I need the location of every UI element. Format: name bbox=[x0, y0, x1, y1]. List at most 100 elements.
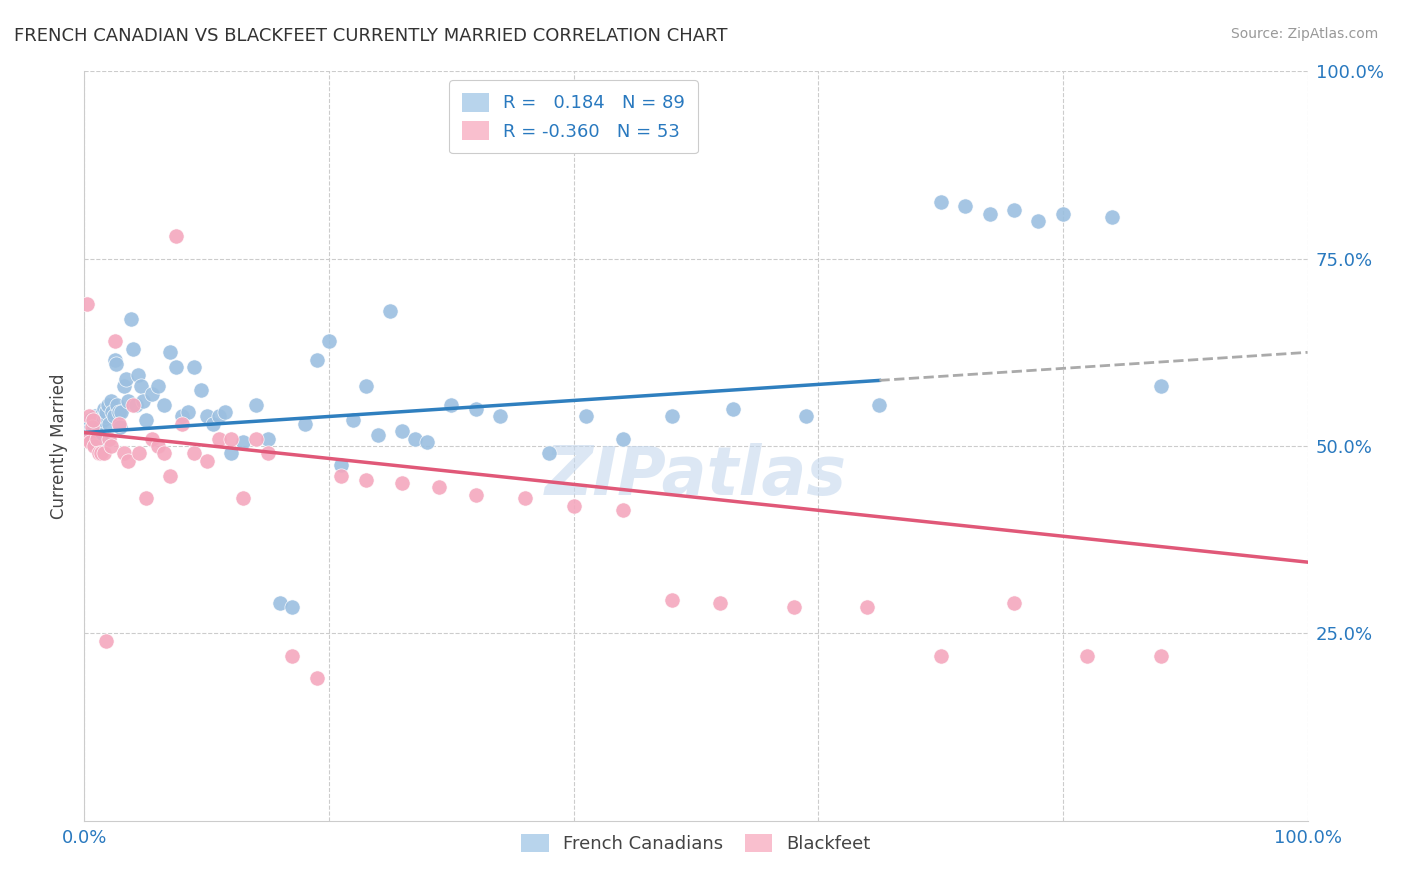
Point bbox=[128, 446, 150, 460]
Point bbox=[612, 432, 634, 446]
Point bbox=[1052, 207, 1074, 221]
Point bbox=[86, 432, 108, 446]
Point bbox=[105, 398, 128, 412]
Point bbox=[183, 446, 205, 460]
Point bbox=[86, 427, 108, 442]
Point bbox=[146, 379, 169, 393]
Point bbox=[404, 432, 426, 446]
Point bbox=[190, 383, 212, 397]
Point bbox=[208, 409, 231, 423]
Point bbox=[97, 398, 120, 412]
Point bbox=[513, 491, 536, 506]
Point bbox=[391, 424, 413, 438]
Point bbox=[391, 476, 413, 491]
Point bbox=[367, 427, 389, 442]
Point bbox=[110, 405, 132, 419]
Point bbox=[117, 394, 139, 409]
Point bbox=[1002, 596, 1025, 610]
Point bbox=[721, 401, 744, 416]
Point bbox=[153, 446, 176, 460]
Point bbox=[87, 446, 110, 460]
Point bbox=[87, 435, 110, 450]
Point bbox=[93, 401, 115, 416]
Point bbox=[104, 334, 127, 348]
Point bbox=[575, 409, 598, 423]
Point bbox=[89, 409, 111, 423]
Point bbox=[103, 409, 125, 423]
Point bbox=[245, 432, 267, 446]
Point bbox=[159, 469, 181, 483]
Point bbox=[83, 439, 105, 453]
Point bbox=[612, 502, 634, 516]
Point bbox=[79, 435, 101, 450]
Point bbox=[108, 420, 131, 434]
Point bbox=[117, 454, 139, 468]
Point bbox=[195, 409, 218, 423]
Point bbox=[1028, 214, 1050, 228]
Point bbox=[354, 379, 377, 393]
Point bbox=[869, 398, 891, 412]
Point bbox=[342, 413, 364, 427]
Point bbox=[219, 446, 242, 460]
Point bbox=[794, 409, 817, 423]
Point bbox=[96, 633, 118, 648]
Point bbox=[929, 648, 952, 663]
Point bbox=[489, 409, 512, 423]
Point bbox=[1150, 379, 1173, 393]
Point bbox=[79, 417, 101, 431]
Point bbox=[75, 424, 97, 438]
Point bbox=[440, 398, 463, 412]
Point bbox=[83, 420, 105, 434]
Point bbox=[232, 435, 254, 450]
Point bbox=[82, 413, 104, 427]
Point bbox=[427, 480, 450, 494]
Point bbox=[183, 360, 205, 375]
Point bbox=[107, 417, 129, 431]
Point bbox=[380, 304, 402, 318]
Point bbox=[464, 401, 486, 416]
Text: Source: ZipAtlas.com: Source: ZipAtlas.com bbox=[1230, 27, 1378, 41]
Point bbox=[132, 394, 155, 409]
Point bbox=[562, 499, 585, 513]
Point bbox=[77, 432, 100, 446]
Point bbox=[127, 368, 149, 382]
Point bbox=[77, 432, 100, 446]
Point bbox=[96, 405, 118, 419]
Point bbox=[1101, 211, 1123, 225]
Point bbox=[172, 417, 194, 431]
Point bbox=[100, 439, 122, 453]
Point bbox=[77, 409, 100, 423]
Point bbox=[159, 345, 181, 359]
Point bbox=[661, 592, 683, 607]
Point bbox=[165, 229, 187, 244]
Point bbox=[107, 405, 129, 419]
Point bbox=[122, 398, 145, 412]
Point bbox=[294, 417, 316, 431]
Point bbox=[929, 195, 952, 210]
Point bbox=[82, 427, 104, 442]
Point bbox=[195, 454, 218, 468]
Point bbox=[172, 409, 194, 423]
Point bbox=[97, 432, 120, 446]
Point bbox=[80, 424, 103, 438]
Point bbox=[208, 432, 231, 446]
Point bbox=[135, 491, 157, 506]
Point bbox=[77, 420, 100, 434]
Point bbox=[112, 379, 135, 393]
Point bbox=[141, 386, 163, 401]
Point bbox=[101, 405, 124, 419]
Point bbox=[281, 600, 304, 615]
Point bbox=[90, 432, 112, 446]
Point bbox=[538, 446, 561, 460]
Point bbox=[76, 427, 98, 442]
Point bbox=[257, 432, 280, 446]
Point bbox=[354, 473, 377, 487]
Point bbox=[112, 446, 135, 460]
Point bbox=[129, 379, 152, 393]
Point bbox=[177, 405, 200, 419]
Point bbox=[100, 394, 122, 409]
Point bbox=[201, 417, 224, 431]
Point bbox=[153, 398, 176, 412]
Point bbox=[305, 352, 328, 367]
Point bbox=[87, 420, 110, 434]
